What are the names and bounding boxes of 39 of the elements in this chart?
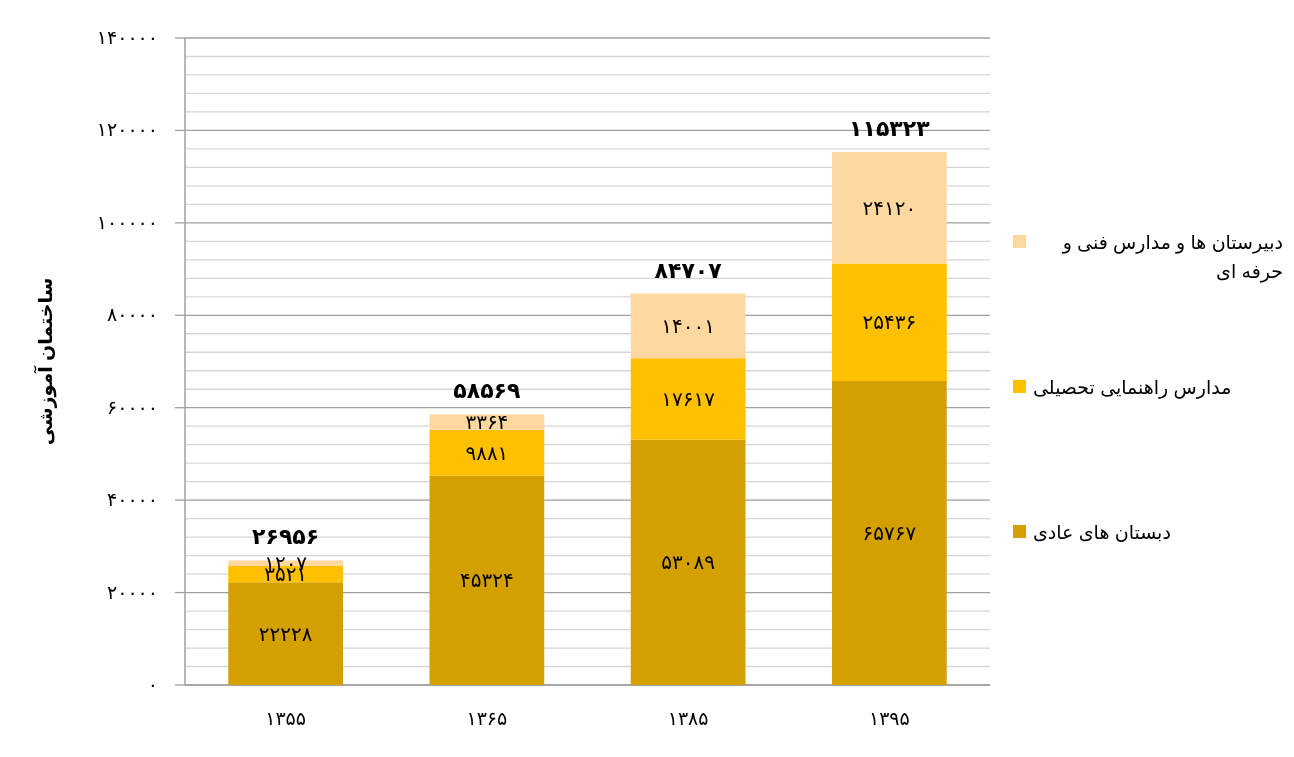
bar [630,439,746,685]
data-label: ۲۴۱۲۰ [862,196,917,219]
x-tick-label: ۱۳۵۵ [265,708,307,729]
bar [832,381,947,685]
y-tick-label: ۴۰۰۰۰ [106,489,158,511]
total-label: ۸۴۷۰۷ [654,257,723,283]
x-tick-label: ۱۳۸۵ [667,708,709,729]
data-label: ۵۳۰۸۹ [661,551,715,574]
y-tick-label: ۱۲۰۰۰۰ [96,119,158,141]
data-label: ۳۳۶۴ [465,411,509,434]
data-label: ۶۵۷۶۷ [862,522,917,545]
data-label: ۲۵۴۳۶ [862,311,917,334]
bar [630,358,746,440]
total-label: ۲۶۹۵۶ [252,524,320,550]
total-label: ۵۸۵۶۹ [453,378,521,404]
legend-label: دبستان های عادی [1033,521,1171,545]
data-label: ۴۵۳۲۴ [460,569,514,592]
data-label: ۹۸۸۱ [465,441,509,464]
legend-label: دبیرستان ها و مدارس فنی و حرفه ای [1061,231,1283,285]
y-tick-label: ۱۴۰۰۰۰ [96,27,158,48]
bar [832,152,947,264]
bar [832,263,947,382]
y-tick-label: ۰ [147,674,158,695]
bar [429,475,545,685]
legend-label: مدارس راهنمایی تحصیلی [1033,376,1232,401]
y-tick-label: ۱۰۰۰۰۰ [96,211,158,233]
y-tick-label: ۶۰۰۰۰ [106,396,158,418]
x-tick-label: ۱۳۹۵ [868,708,910,729]
y-axis-title: ساختمان آموزشی [33,277,57,446]
data-label: ۱۷۶۱۷ [661,387,716,410]
bar [429,429,545,476]
data-label: ۲۲۲۲۸ [258,622,313,645]
data-label: ۱۴۰۰۱ [661,314,715,337]
total-label: ۱۱۵۳۲۳ [849,116,931,142]
y-tick-label: ۲۰۰۰۰ [106,581,158,603]
x-tick-label: ۱۳۶۵ [466,708,508,729]
y-tick-label: ۸۰۰۰۰ [106,304,158,326]
bar [228,582,343,685]
bar [630,293,746,359]
